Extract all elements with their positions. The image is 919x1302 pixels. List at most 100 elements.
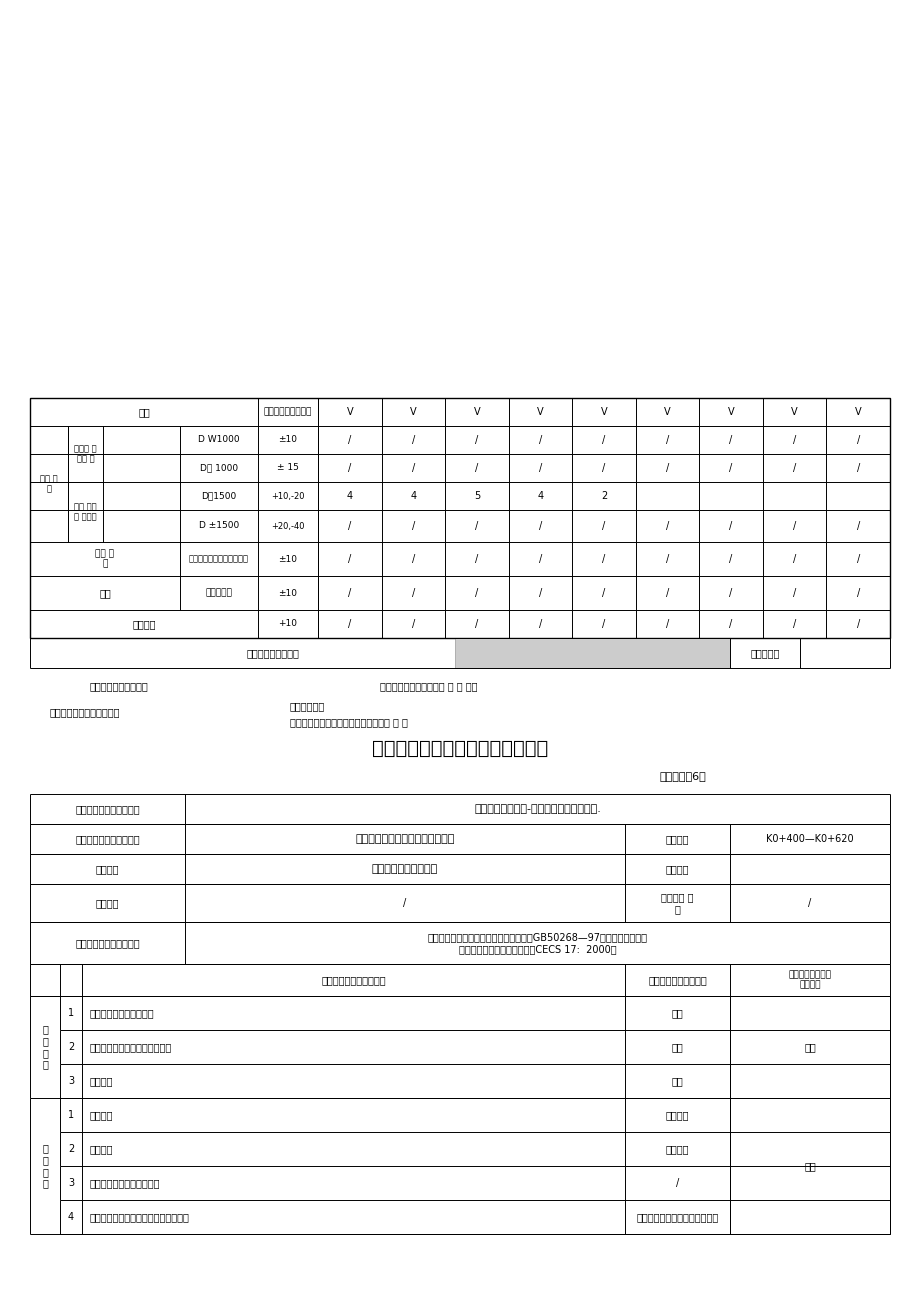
Text: 一
般
项
目: 一 般 项 目 [42,1143,48,1189]
Text: 施工质量验收规范的规定: 施工质量验收规范的规定 [321,975,385,986]
Text: ±10: ±10 [278,589,297,598]
Text: 合格: 合格 [671,1042,683,1052]
Text: /: / [475,553,478,564]
Text: V: V [854,408,860,417]
Text: /: / [539,589,541,598]
Text: /: / [856,464,859,473]
Text: 施工单位检查评定记录: 施工单位检查评定记录 [647,975,706,986]
Text: 施工执行标准名称及编号: 施工执行标准名称及编号 [75,937,140,948]
Text: 合格: 合格 [671,1075,683,1086]
Text: 监理（建设）单位验收结论: 监理（建设）单位验收结论 [50,707,120,717]
Text: /: / [412,464,414,473]
Text: V: V [537,408,543,417]
Text: 井座、井盖稳固，符合设计要求: 井座、井盖稳固，符合设计要求 [636,1212,718,1223]
Text: /: / [729,521,732,531]
Text: /: / [856,521,859,531]
Text: /: / [412,589,414,598]
Text: 施工班组长: 施工班组长 [750,648,778,658]
Text: 编号：路北6个: 编号：路北6个 [659,771,706,781]
Text: /: / [539,464,541,473]
Text: /: / [475,589,478,598]
Text: 水泥砂浆强度、结构混凝土强度: 水泥砂浆强度、结构混凝土强度 [90,1042,172,1052]
Bar [30,398,889,638]
Text: 监理工程师：: 监理工程师： [289,700,325,711]
Text: V: V [410,408,416,417]
Text: /: / [602,521,605,531]
Text: 水平及垂直间距、外露长度: 水平及垂直间距、外露长度 [188,555,249,564]
Text: 给水阀门井检验批质量验收记录表: 给水阀门井检验批质量验收记录表 [371,738,548,758]
Text: 3: 3 [68,1075,74,1086]
Text: 流槽宽度: 流槽宽度 [132,618,155,629]
Text: 原材料、预制构件的质量: 原材料、预制构件的质量 [90,1008,154,1018]
Text: ±10: ±10 [278,435,297,444]
Text: 路面与道路规定一致: 路面与道路规定一致 [264,408,312,417]
Text: /: / [729,618,732,629]
Text: D） 1000: D） 1000 [199,464,238,473]
Text: /: / [602,589,605,598]
Text: 4: 4 [537,491,543,501]
Text: 分包单位: 分包单位 [96,898,119,907]
Text: K0+400—K0+620: K0+400—K0+620 [766,835,853,844]
Text: 合格: 合格 [803,1161,815,1170]
Text: /: / [856,553,859,564]
Text: 1: 1 [68,1111,74,1120]
Text: /: / [665,464,668,473]
Text: D ±1500: D ±1500 [199,522,239,530]
Text: /: / [675,1178,678,1187]
Text: 验收部位: 验收部位 [665,835,688,844]
Text: +10,-20: +10,-20 [271,491,304,500]
Text: 不开 槽法
管 道铺设: 不开 槽法 管 道铺设 [74,503,96,522]
Text: 开槽法 管
道铺 设: 开槽法 管 道铺 设 [74,444,96,464]
Text: /: / [729,589,732,598]
Text: /: / [412,521,414,531]
Text: /: / [602,618,605,629]
Text: /: / [792,618,796,629]
Text: 山东筑成建设有限公司: 山东筑成建设有限公司 [371,865,437,874]
Text: 海港路（港西二路-东港路）道路绿化工程.: 海港路（港西二路-东港路）道路绿化工程. [473,805,600,814]
Text: /: / [347,464,351,473]
Text: 专业工长（施工员）: 专业工长（施工员） [245,648,299,658]
Text: 4: 4 [68,1212,74,1223]
Text: /: / [665,618,668,629]
Text: /: / [792,553,796,564]
Text: （建设单位项目专业技术负责人）：年 月 日: （建设单位项目专业技术负责人）：年 月 日 [289,717,407,727]
Text: /: / [665,589,668,598]
Text: /: / [808,898,811,907]
Text: /: / [412,553,414,564]
Text: 3: 3 [68,1178,74,1187]
Text: /: / [475,435,478,445]
Text: V: V [473,408,480,417]
Text: /: / [347,521,351,531]
Bar [455,638,729,668]
Text: /: / [403,898,406,907]
Text: 项目经理: 项目经理 [665,865,688,874]
Text: D〈1500: D〈1500 [201,491,236,500]
Text: 2: 2 [68,1042,74,1052]
Text: 《给水排水管道工程施工及验收规范》（GB50268—97《埋地硬聚氯乙）
桥给水管道工程技术规程》【CECS 17:  2000】: 《给水排水管道工程施工及验收规范》（GB50268—97《埋地硬聚氯乙） 桥给水… [427,932,647,954]
Text: 单位（子单位）工程名称: 单位（子单位）工程名称 [75,805,140,814]
Text: 监理（建设）单位
验收记录: 监理（建设）单位 验收记录 [788,970,831,990]
Text: ± 15: ± 15 [277,464,299,473]
Text: /: / [539,435,541,445]
Text: 合格: 合格 [803,1042,815,1052]
Text: 踏步 安
装: 踏步 安 装 [96,549,114,569]
Text: 施工单位: 施工单位 [96,865,119,874]
Text: 井室内踏步位置正确、牢固: 井室内踏步位置正确、牢固 [90,1178,160,1187]
Text: V: V [346,408,353,417]
Text: /: / [729,435,732,445]
Text: 内部构造: 内部构造 [90,1144,113,1154]
Text: 2: 2 [600,491,607,501]
Text: /: / [347,435,351,445]
Text: /: / [665,553,668,564]
Text: 井盖、座规格符合设计要求，安装稳固: 井盖、座规格符合设计要求，安装稳固 [90,1212,189,1223]
Text: 1: 1 [68,1008,74,1018]
Text: 项目专业质量检查员：年 月 日 专业: 项目专业质量检查员：年 月 日 专业 [380,681,477,691]
Text: 合格: 合格 [671,1008,683,1018]
Text: 井底 高
程: 井底 高 程 [40,474,58,493]
Text: /: / [729,553,732,564]
Text: /: / [347,618,351,629]
Text: /: / [347,553,351,564]
Text: 符合要求: 符合要求 [665,1111,688,1120]
Text: /: / [539,618,541,629]
Text: V: V [600,408,607,417]
